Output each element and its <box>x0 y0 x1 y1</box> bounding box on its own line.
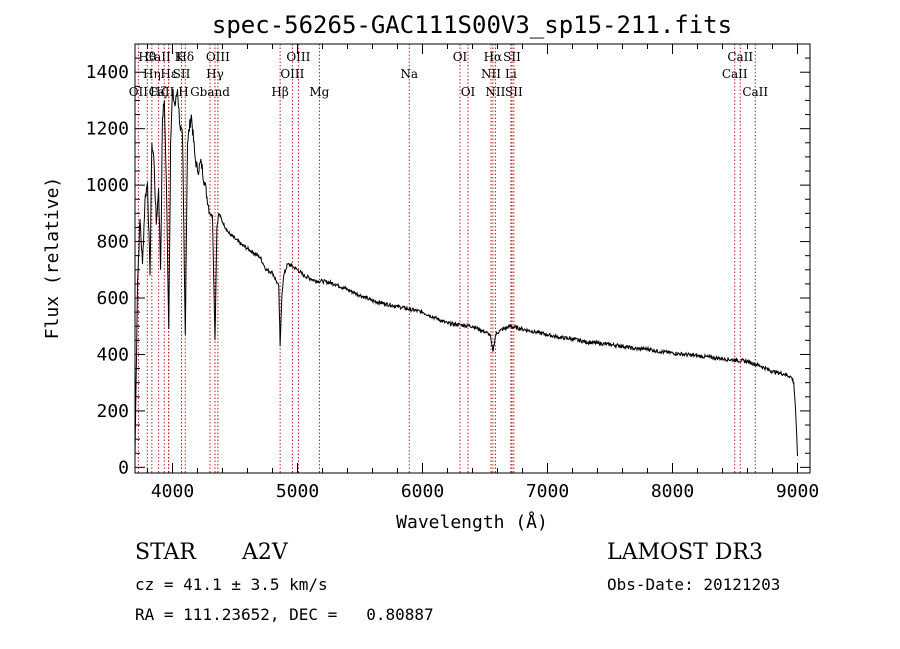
line-label-5: CaII H <box>149 85 189 99</box>
x-tick-label-1: 5000 <box>276 481 319 502</box>
line-label-27: CaII <box>742 85 768 99</box>
x-tick-label-3: 7000 <box>526 481 569 502</box>
redshift-cz: cz = 41.1 ± 3.5 km/s <box>135 575 328 594</box>
line-label-0: OII <box>129 85 149 99</box>
line-label-10: Hγ <box>206 67 224 81</box>
line-label-17: OI <box>453 50 468 64</box>
chart-title: spec-56265-GAC111S00V3_sp15-211.fits <box>212 11 732 39</box>
y-tick-label-1: 200 <box>96 401 129 422</box>
line-label-3: Hζ <box>150 85 167 99</box>
survey-name: LAMOST DR3 <box>607 540 763 565</box>
line-label-9: Gband <box>190 85 230 99</box>
y-tick-label-4: 800 <box>96 232 129 253</box>
line-label-11: OIII <box>206 50 230 64</box>
spectrum-line <box>134 88 798 457</box>
x-tick-label-0: 4000 <box>151 481 194 502</box>
line-label-7: SII <box>173 67 191 81</box>
line-label-1: Hθ <box>138 50 156 64</box>
line-label-21: NII <box>485 85 505 99</box>
line-label-25: CaII <box>722 67 748 81</box>
line-label-19: NII <box>481 67 501 81</box>
line-label-13: OIII <box>280 67 304 81</box>
y-tick-label-5: 1000 <box>86 175 129 196</box>
y-tick-label-6: 1200 <box>86 119 129 140</box>
line-label-12: Hβ <box>271 85 288 99</box>
line-label-18: OI <box>461 85 476 99</box>
line-label-20: Hα <box>484 50 503 64</box>
y-tick-label-0: 0 <box>118 457 129 478</box>
line-label-2: Hη <box>143 67 161 81</box>
line-label-24: SII <box>505 85 523 99</box>
y-tick-label-3: 600 <box>96 288 129 309</box>
x-axis-ticks: 4000 5000 6000 7000 8000 9000 <box>147 44 819 502</box>
line-label-16: Na <box>400 67 418 81</box>
x-tick-label-4: 8000 <box>651 481 694 502</box>
line-label-14: OIII <box>286 50 310 64</box>
x-tick-label-5: 9000 <box>776 481 819 502</box>
sky-coordinates: RA = 111.23652, DEC = 0.80887 <box>135 605 434 624</box>
line-label-8: Hδ <box>176 50 194 64</box>
plot-frame <box>134 43 811 474</box>
y-tick-label-7: 1400 <box>86 62 129 83</box>
object-subclass: A2V <box>242 540 288 565</box>
line-label-6: Hε <box>160 67 177 81</box>
x-tick-label-2: 6000 <box>401 481 444 502</box>
y-axis-label: Flux (relative) <box>42 177 63 340</box>
object-class: STAR <box>135 540 196 565</box>
line-label-23: SII <box>503 50 521 64</box>
emission-line-markers <box>137 44 756 473</box>
spectrum-series <box>134 88 798 457</box>
line-label-4: CaII K <box>145 50 185 64</box>
line-label-26: CaII <box>727 50 753 64</box>
line-label-15: Mg <box>309 85 329 99</box>
y-axis-ticks: 0 200 400 600 800 1000 1200 1400 <box>86 57 810 478</box>
observation-date: Obs-Date: 20121203 <box>607 575 781 594</box>
line-label-22: Li <box>505 67 517 81</box>
y-tick-label-2: 400 <box>96 344 129 365</box>
x-axis-label: Wavelength (Å) <box>396 511 548 533</box>
